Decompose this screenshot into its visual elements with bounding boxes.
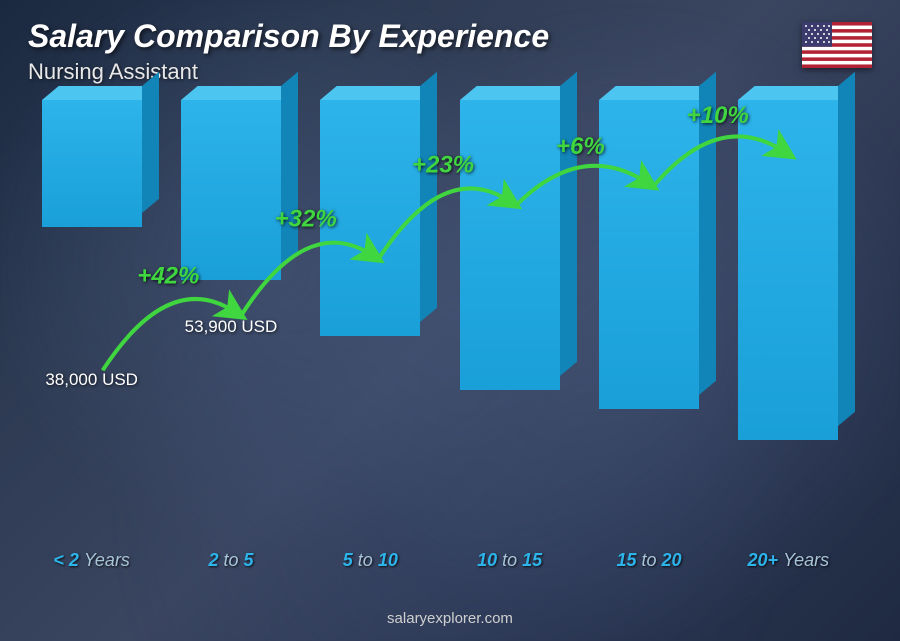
x-axis: < 2 Years 2 to 5 5 to 10 10 to 15 15 to 20 20… [28,550,852,571]
x-label: 2 to 5 [167,550,294,571]
bar [320,100,420,336]
bar-slot: 87,100 USD [446,100,573,539]
bar-slot: 102,000 USD [725,100,852,539]
bar-front-face [738,100,838,440]
bar [738,100,838,440]
bar-side-face [281,72,298,266]
bar [42,100,142,227]
us-flag-icon [802,22,872,68]
x-label: 10 to 15 [446,550,573,571]
bar-side-face [838,72,855,426]
bar [460,100,560,390]
x-label: 20+ Years [725,550,852,571]
bar-slot: 53,900 USD [167,100,294,539]
bar-slot: 70,900 USD [307,100,434,539]
bar-front-face [42,100,142,227]
bar-front-face [181,100,281,280]
bar-side-face [560,72,577,376]
bar-front-face [460,100,560,390]
footer-text: salaryexplorer.com [0,610,900,627]
bar-front-face [320,100,420,336]
x-label: 15 to 20 [585,550,712,571]
bar-top-face [42,86,159,100]
bar-slot: 92,700 USD [585,100,712,539]
container: Salary Comparison By Experience Nursing … [0,0,900,641]
header: Salary Comparison By Experience Nursing … [28,18,549,85]
bar-side-face [142,72,159,213]
bar-side-face [699,72,716,395]
bar-front-face [599,100,699,409]
value-label: 53,900 USD [185,317,278,337]
page-title: Salary Comparison By Experience [28,18,549,55]
x-label: 5 to 10 [307,550,434,571]
bar [181,100,281,280]
bar-top-face [460,86,577,100]
bars-area: 38,000 USD 53,900 USD 70,900 USD87,100 USD… [28,100,852,539]
bar-side-face [420,72,437,322]
x-label: < 2 Years [28,550,155,571]
bar-slot: 38,000 USD [28,100,155,539]
bar-chart: 38,000 USD 53,900 USD 70,900 USD87,100 USD… [28,100,852,571]
value-label: 38,000 USD [45,370,138,390]
bar [599,100,699,409]
